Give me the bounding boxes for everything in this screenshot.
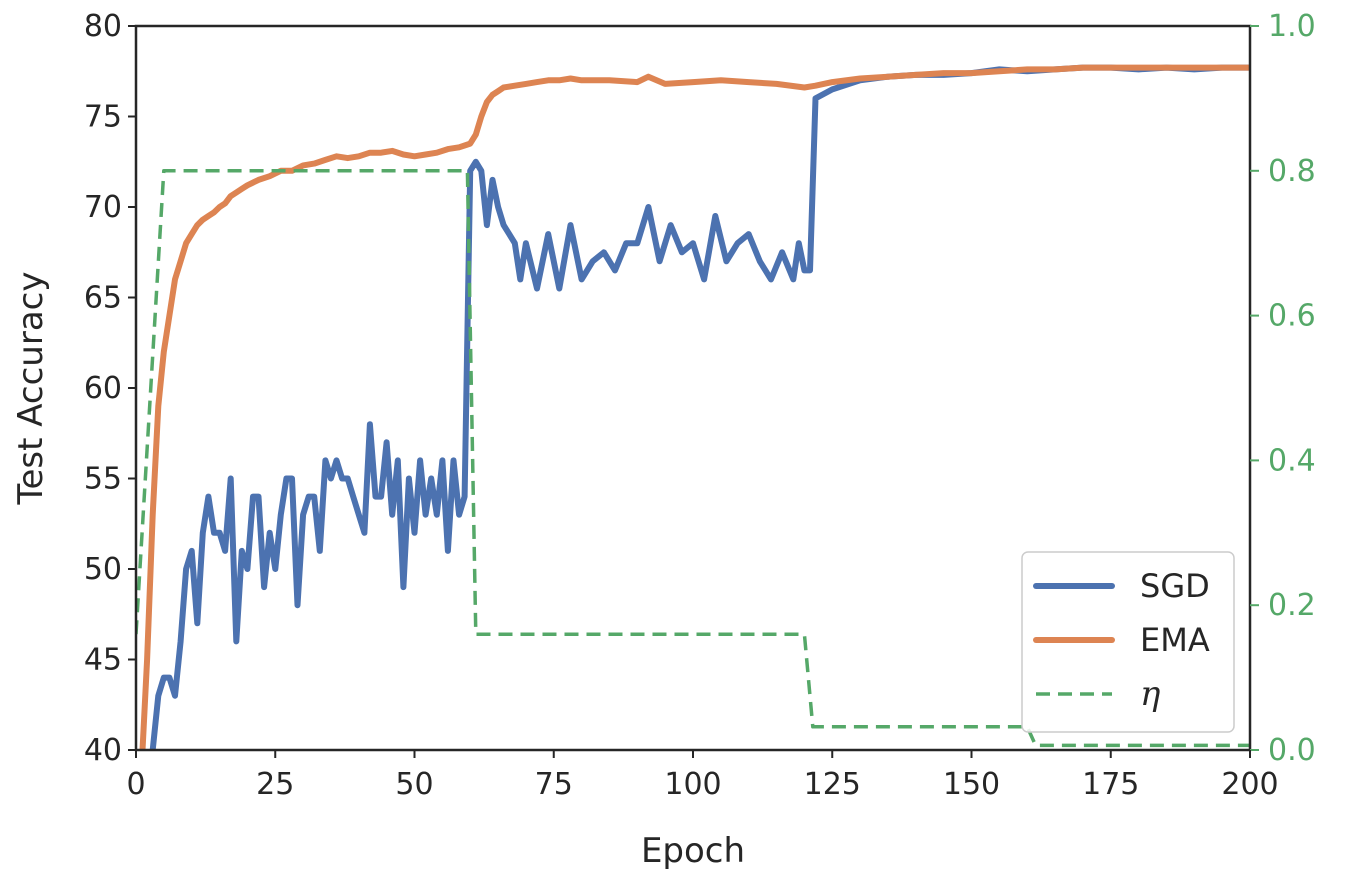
y-tick-label: 40 bbox=[84, 733, 122, 768]
y-tick-label: 55 bbox=[84, 462, 122, 497]
y-axis-right: 0.0 0.2 0.4 0.6 0.8 1.0 bbox=[1250, 9, 1316, 768]
x-axis: 0 25 50 75 100 125 150 175 200 bbox=[126, 750, 1279, 802]
legend-box bbox=[1021, 551, 1235, 733]
y2-tick-label: 0.8 bbox=[1268, 154, 1316, 189]
x-tick-label: 175 bbox=[1082, 767, 1139, 802]
x-tick-label: 200 bbox=[1221, 767, 1278, 802]
series-line-2 bbox=[136, 169, 1250, 748]
y2-tick-label: 1.0 bbox=[1268, 9, 1316, 44]
x-tick-label: 0 bbox=[126, 767, 145, 802]
x-tick-label: 150 bbox=[943, 767, 1000, 802]
legend-label-0: SGD bbox=[1140, 567, 1210, 605]
y-tick-label: 60 bbox=[84, 371, 122, 406]
y-axis-label: Test Accuracy bbox=[11, 272, 51, 506]
x-tick-label: 50 bbox=[395, 767, 433, 802]
y-tick-label: 45 bbox=[84, 643, 122, 678]
x-tick-label: 100 bbox=[664, 767, 721, 802]
y-tick-label: 70 bbox=[84, 190, 122, 225]
y-tick-label: 65 bbox=[84, 281, 122, 316]
legend-label-1: EMA bbox=[1140, 621, 1210, 659]
legend: SGD EMA η bbox=[1021, 551, 1235, 733]
x-tick-label: 125 bbox=[804, 767, 861, 802]
y-tick-label: 75 bbox=[84, 100, 122, 135]
y2-tick-label: 0.2 bbox=[1268, 588, 1316, 623]
y2-tick-label: 0.4 bbox=[1268, 443, 1316, 478]
y-tick-label: 50 bbox=[84, 552, 122, 587]
x-axis-label: Epoch bbox=[641, 831, 745, 871]
x-tick-label: 25 bbox=[256, 767, 294, 802]
series-line-1 bbox=[139, 64, 1250, 750]
y-tick-label: 80 bbox=[84, 9, 122, 44]
series-layer bbox=[136, 64, 1250, 750]
y-axis-left: 40 45 50 55 60 65 70 75 80 bbox=[84, 9, 136, 768]
y2-tick-label: 0.6 bbox=[1268, 299, 1316, 334]
legend-label-2: η bbox=[1140, 674, 1161, 714]
series-line-0 bbox=[149, 64, 1250, 750]
y2-tick-label: 0.0 bbox=[1268, 733, 1316, 768]
x-tick-label: 75 bbox=[535, 767, 573, 802]
